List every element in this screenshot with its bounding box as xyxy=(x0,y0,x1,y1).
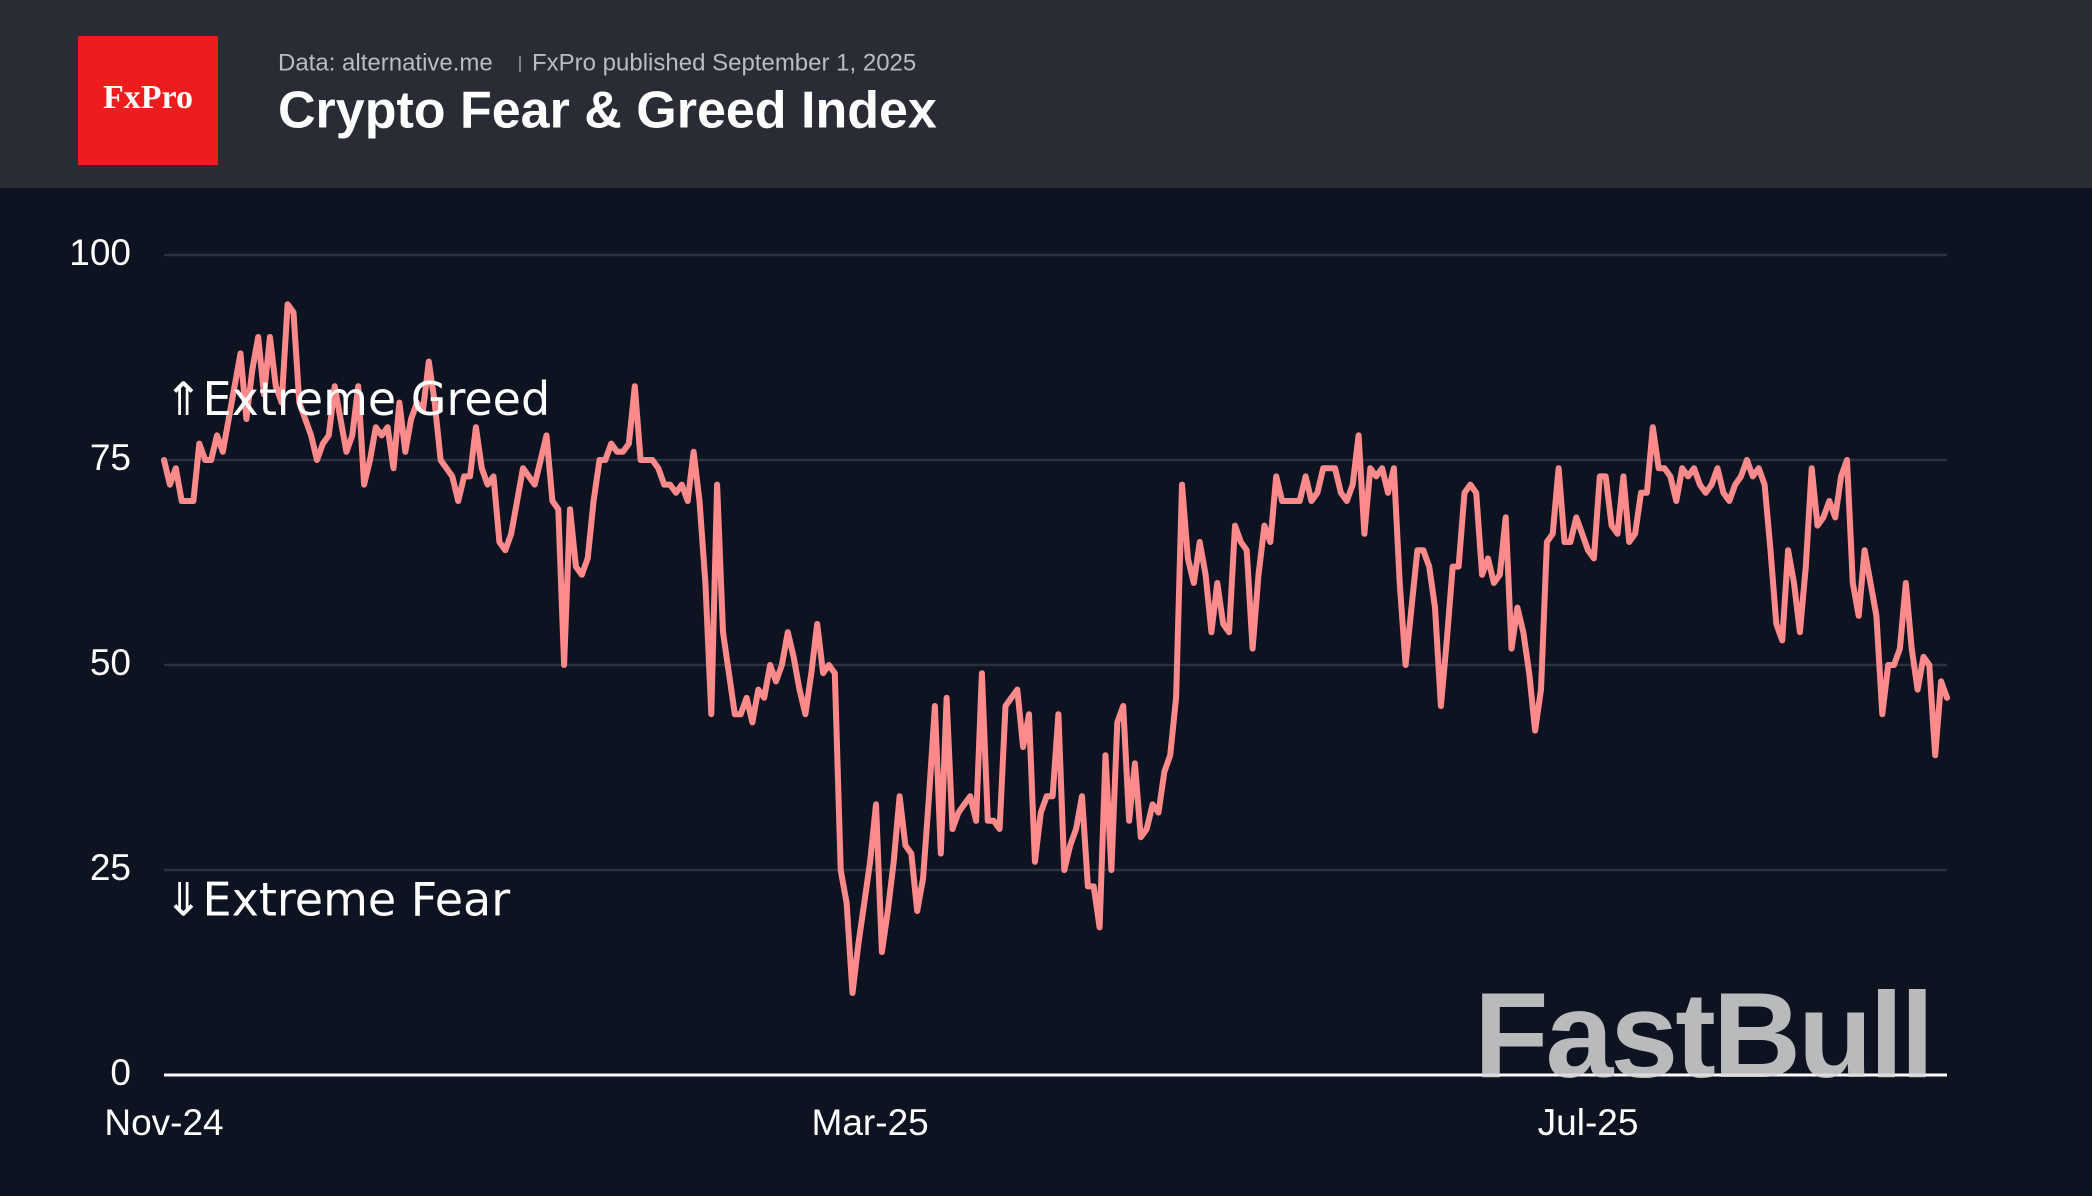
chart-title: Crypto Fear & Greed Index xyxy=(278,82,937,140)
header xyxy=(0,0,2092,188)
logo-box xyxy=(78,36,218,165)
y-tick-label: 0 xyxy=(110,1052,131,1093)
series-line xyxy=(161,301,1950,996)
y-tick-label: 25 xyxy=(90,847,131,888)
annotation: ⇑Extreme Greed xyxy=(164,372,550,426)
watermark: FastBull xyxy=(1474,967,1931,1103)
x-tick-label: Jul-25 xyxy=(1538,1102,1639,1143)
y-tick-label: 50 xyxy=(90,642,131,683)
x-tick-label: Nov-24 xyxy=(104,1102,223,1143)
y-tick-label: 75 xyxy=(90,437,131,478)
source: Data: alternative.me xyxy=(278,49,493,76)
annotation: ⇓Extreme Fear xyxy=(164,872,510,926)
y-tick-label: 100 xyxy=(69,232,131,273)
published: FxPro published September 1, 2025 xyxy=(532,49,916,76)
x-tick-label: Mar-25 xyxy=(812,1102,929,1143)
logo: FxPro xyxy=(103,79,193,116)
